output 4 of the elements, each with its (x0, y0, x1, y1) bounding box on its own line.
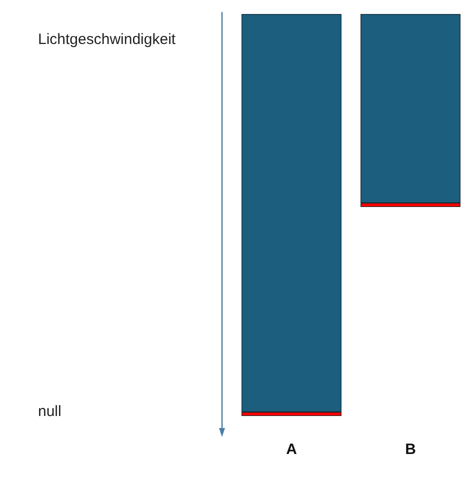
x-tick-label: A (286, 441, 298, 458)
text: Lichtgeschwindigkeit (38, 31, 176, 48)
x-tick-label: B (405, 441, 416, 458)
text: null (38, 403, 62, 420)
